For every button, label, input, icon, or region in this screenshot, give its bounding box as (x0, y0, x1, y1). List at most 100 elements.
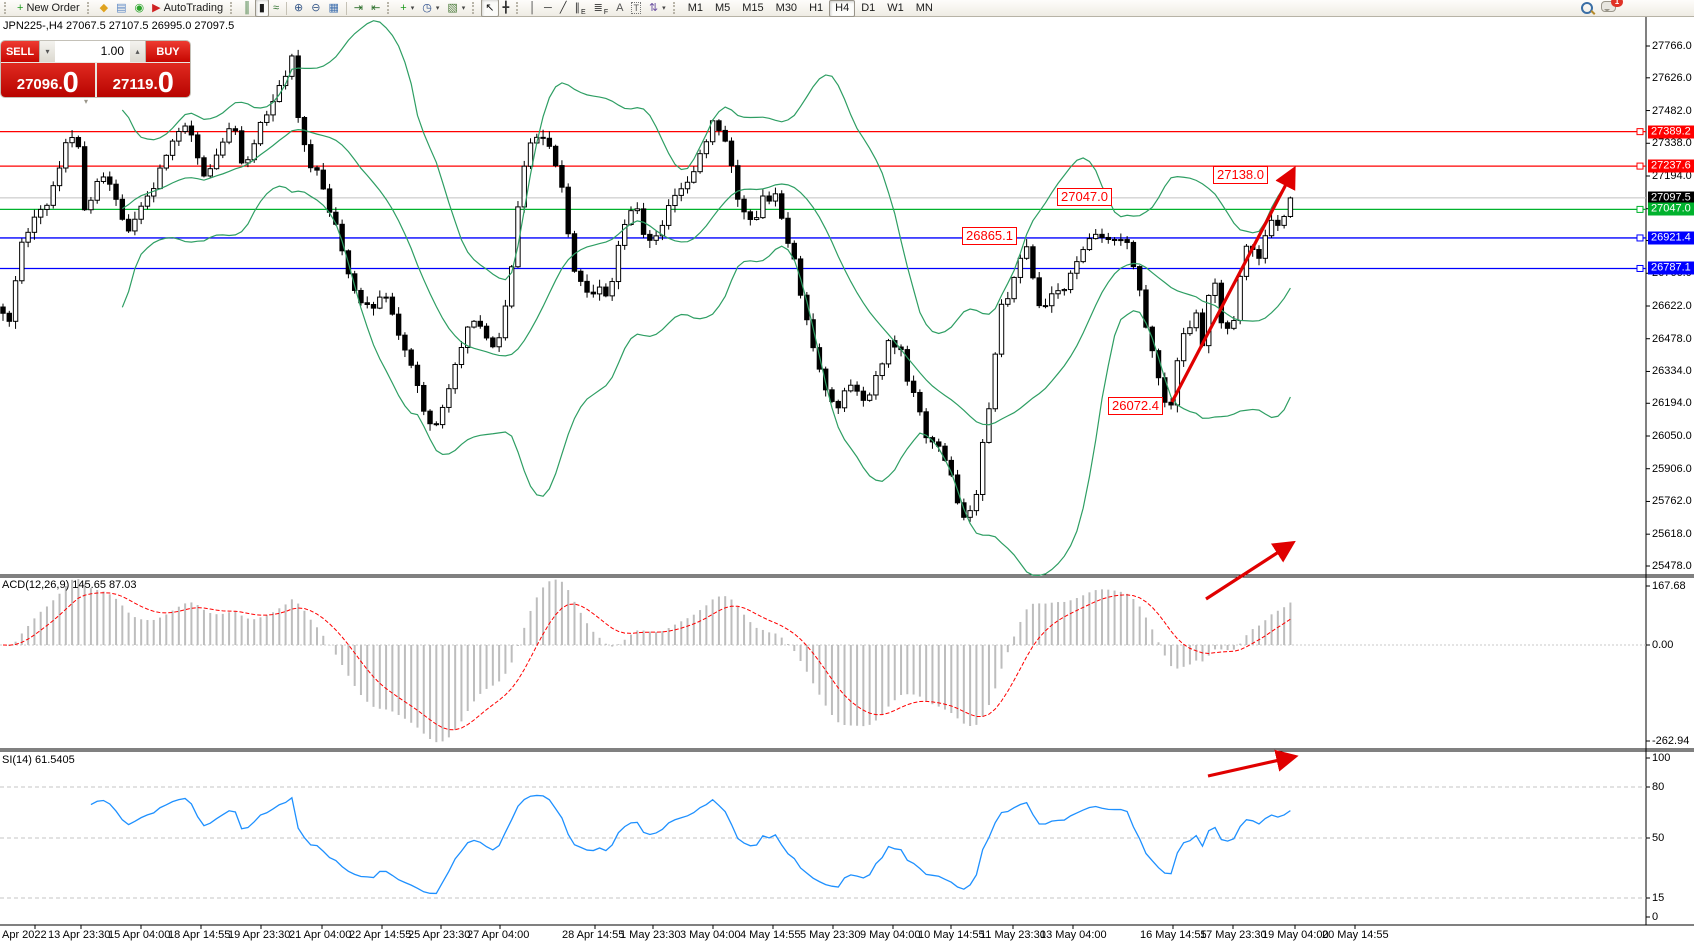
dropdown-caret-icon[interactable]: ▾ (461, 5, 466, 12)
text-icon: A (616, 1, 624, 14)
date-tick-label: 27 Apr 04:00 (467, 929, 530, 941)
zoom-in-button[interactable]: ⊕ (290, 0, 307, 17)
date-tick-label: 19 Apr 23:30 (228, 929, 291, 941)
tile-windows-button[interactable]: ▦ (324, 0, 342, 17)
signals-button[interactable]: ◉ (131, 0, 149, 17)
zoom-out-button[interactable]: ⊖ (307, 0, 324, 17)
sell-button[interactable]: SELL (1, 41, 39, 62)
templates-button[interactable]: ▧ ▾ (443, 0, 469, 17)
auto-scroll-button[interactable]: ⇥ (350, 0, 367, 17)
price-line-flag[interactable]: 27047.0 (1648, 202, 1694, 216)
timeframe-button-h4[interactable]: H4 (829, 0, 856, 17)
toolbar-grip[interactable] (672, 2, 679, 14)
volume-input[interactable]: 1.00 (100, 44, 124, 58)
macd-histogram (0, 579, 1646, 743)
vertical-line-button[interactable]: │ (525, 0, 540, 17)
indicators-button[interactable]: + ▾ (396, 0, 418, 17)
zoom-out-icon: ⊖ (311, 1, 321, 14)
trend-arrow[interactable] (1170, 165, 1296, 403)
price-annotation[interactable]: 26865.1 (962, 227, 1017, 245)
price-annotation[interactable]: 26072.4 (1108, 397, 1163, 415)
data-window-button[interactable]: ▤ (112, 0, 130, 17)
volume-increase-button[interactable]: ▴ (130, 41, 145, 62)
price-line-flag[interactable]: 27389.2 (1648, 125, 1694, 139)
trend-arrow[interactable] (1205, 540, 1296, 601)
chart-shift-button[interactable]: ⇤ (367, 0, 384, 17)
toolbar-grip[interactable] (4, 2, 10, 14)
toolbar-grip[interactable] (387, 2, 393, 14)
toolbar-grip[interactable] (472, 2, 478, 14)
timeframe-button-m15[interactable]: M15 (742, 2, 764, 14)
rsi-tick-label: 80 (1652, 781, 1665, 793)
candlestick-chart-button[interactable]: ▮ (254, 0, 269, 17)
search-icon[interactable] (1581, 2, 1593, 14)
date-tick-label: 17 May 23:30 (1200, 929, 1267, 941)
bar-chart-icon: ║ (243, 1, 251, 14)
price-annotation[interactable]: 27047.0 (1057, 188, 1112, 206)
new-order-button-label: New Order (26, 2, 80, 14)
toolbar-grip[interactable] (86, 2, 93, 14)
buy-price-main: 27119 (112, 76, 154, 93)
date-tick-label: 28 Apr 14:55 (562, 929, 625, 941)
price-line-flag[interactable]: 27237.6 (1648, 159, 1694, 173)
toolbar-grip[interactable] (516, 2, 522, 14)
time-axis[interactable] (34, 925, 1356, 929)
price-line-flag[interactable]: 26787.1 (1648, 261, 1694, 275)
horizontal-line-button[interactable]: ─ (540, 0, 556, 17)
text-label-button[interactable]: T (627, 0, 645, 17)
sell-price-dot: . (58, 76, 63, 93)
metaeditor-button[interactable]: ◆ (96, 0, 112, 17)
crosshair-button[interactable]: ╋ (499, 0, 514, 17)
price-tick-label: 25762.0 (1652, 495, 1692, 508)
timeframe-button-m30[interactable]: M30 (775, 2, 798, 14)
volume-decrease-button[interactable]: ▾ (40, 41, 55, 62)
dropdown-caret-icon[interactable]: ▾ (435, 5, 440, 12)
symbol-ohlc-readout: JPN225-,H4 27067.5 27107.5 26995.0 27097… (3, 20, 235, 32)
rsi-line (90, 794, 1291, 895)
trendline-button[interactable]: ╱ (556, 0, 571, 17)
buy-price-dot: . (153, 76, 158, 93)
cursor-button[interactable]: ↖ (481, 0, 499, 17)
price-annotation[interactable]: 27138.0 (1213, 166, 1268, 184)
timeframe-button-m5[interactable]: M5 (714, 2, 731, 14)
price-lines[interactable] (0, 128, 1646, 272)
timeframe-button-mn[interactable]: MN (915, 2, 933, 14)
buy-price-display[interactable]: 27119. 0 (96, 63, 190, 97)
timeframe-button-m1[interactable]: M1 (687, 2, 703, 14)
autotrading-button[interactable]: ▶ AutoTrading (148, 0, 227, 17)
dropdown-caret-icon[interactable]: ▾ (410, 5, 415, 12)
timeframe-button-d1[interactable]: D1 (861, 2, 876, 14)
fibonacci-button[interactable]: ≣ F (590, 0, 613, 17)
caret-up-icon: ▴ (135, 47, 140, 56)
price-tick-label: 26478.0 (1652, 332, 1692, 345)
bollinger-bands (121, 20, 1291, 577)
price-line-flag[interactable]: 26921.4 (1648, 231, 1694, 245)
text-button[interactable]: A (612, 0, 627, 17)
arrows-button[interactable]: ⇅ ▾ (645, 0, 670, 17)
price-line-flag[interactable]: 27097.5 (1648, 191, 1694, 205)
line-chart-button[interactable]: ≈ (269, 0, 283, 17)
equidistant-channel-button[interactable]: ∥ E (570, 0, 589, 17)
trend-arrow[interactable] (1207, 749, 1299, 778)
macd-indicator-label: ACD(12,26,9) 145.65 87.03 (2, 579, 137, 591)
sell-price-display[interactable]: 27096. 0 (1, 63, 95, 97)
macd-tick-label: 0.00 (1652, 639, 1674, 651)
price-tick-label: 25478.0 (1652, 560, 1692, 572)
periods-button[interactable]: ◷ ▾ (418, 0, 443, 17)
notifications-button[interactable]: 1 (1601, 0, 1623, 15)
timeframe-button-w1[interactable]: W1 (887, 2, 904, 14)
buy-button[interactable]: BUY (146, 41, 190, 62)
toolbar-grip[interactable] (230, 2, 236, 14)
dropdown-caret-icon[interactable]: ▾ (662, 5, 666, 12)
chart-frame (0, 17, 1694, 926)
templates-icon: ▧ (447, 1, 458, 14)
one-click-trading-panel[interactable]: SELL ▾ 1.00 ▴ BUY 27096. 0 27119. 0 (0, 40, 191, 98)
macd-signal-line (2, 592, 1291, 731)
trend-arrows[interactable] (1170, 165, 1299, 778)
bar-chart-button[interactable]: ║ (239, 0, 255, 17)
trade-panel-collapse-button[interactable]: ▾ (84, 97, 89, 106)
new-order-button[interactable]: + New Order (13, 0, 84, 17)
timeframe-button-h1[interactable]: H1 (809, 2, 824, 14)
equidistant-channel-icon: ∥ (574, 1, 580, 14)
